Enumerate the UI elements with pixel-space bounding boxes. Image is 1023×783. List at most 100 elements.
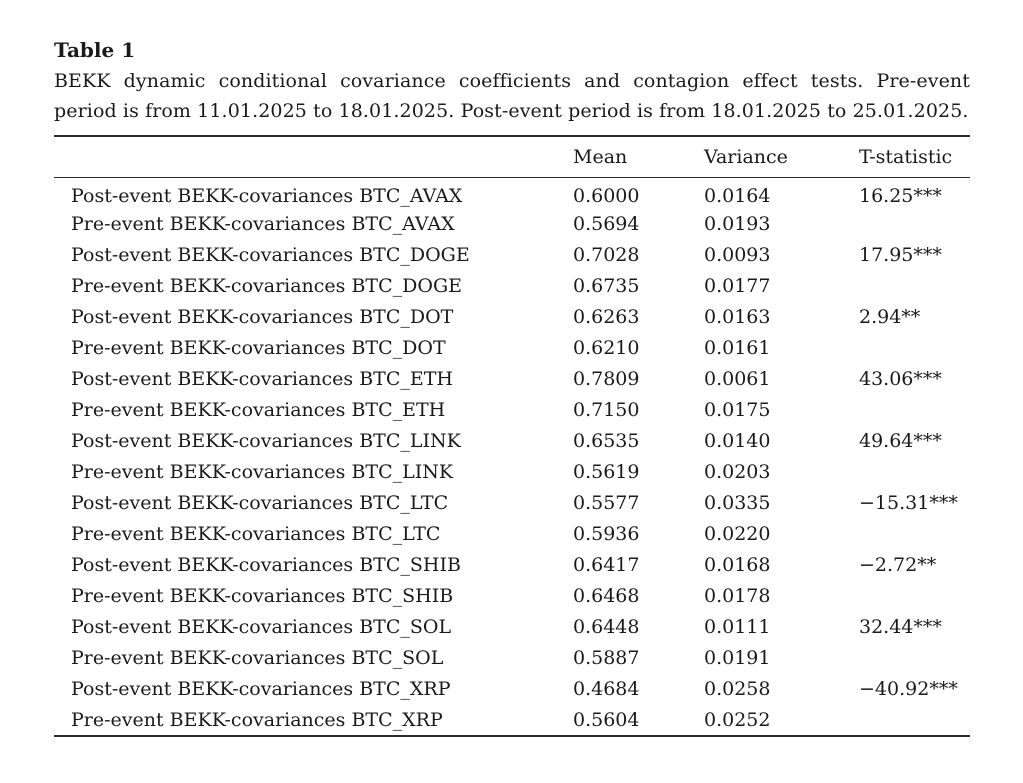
variance-cell: 0.0178 — [704, 585, 771, 607]
row-label-cell: Pre-event BEKK-covariances BTC_ETH — [71, 399, 446, 421]
mean-cell: 0.6263 — [573, 306, 640, 328]
mean-cell: 0.5694 — [573, 213, 640, 235]
row-label-cell: Post-event BEKK-covariances BTC_XRP — [71, 678, 451, 700]
table-row: Post-event BEKK-covariances BTC_XRP 0.468… — [54, 674, 970, 705]
row-label-cell: Pre-event BEKK-covariances BTC_AVAX — [71, 213, 455, 235]
row-label-cell: Pre-event BEKK-covariances BTC_SHIB — [71, 585, 454, 607]
t-statistic-cell — [859, 457, 970, 488]
table-row: Pre-event BEKK-covariances BTC_SHIB 0.646… — [54, 581, 970, 612]
variance-cell: 0.0163 — [704, 306, 771, 328]
mean-cell: 0.6468 — [573, 585, 640, 607]
mean-cell: 0.6735 — [573, 275, 640, 297]
variance-cell: 0.0140 — [704, 430, 771, 452]
t-statistic-cell: 43.06*** — [859, 368, 942, 390]
t-statistic-cell — [859, 581, 970, 612]
mean-cell: 0.4684 — [573, 678, 640, 700]
t-statistic-cell — [859, 395, 970, 426]
table-row: Post-event BEKK-covariances BTC_ETH 0.780… — [54, 364, 970, 395]
header-cell-t-statistic: T-statistic — [859, 146, 953, 168]
t-statistic-cell: −2.72** — [859, 554, 937, 576]
table-caption: BEKK dynamic conditional covariance coef… — [54, 70, 970, 122]
table-row: Pre-event BEKK-covariances BTC_ETH 0.7150… — [54, 395, 970, 426]
table-row: Pre-event BEKK-covariances BTC_SOL 0.5887… — [54, 643, 970, 674]
t-statistic-cell: 2.94** — [859, 306, 921, 328]
mean-cell: 0.5604 — [573, 708, 640, 731]
t-statistic-cell: 17.95*** — [859, 244, 942, 266]
mean-cell: 0.7150 — [573, 399, 640, 421]
t-statistic-cell — [859, 209, 970, 240]
mean-cell: 0.6448 — [573, 616, 640, 638]
header-row: Mean Variance T-statistic — [54, 136, 970, 178]
variance-cell: 0.0177 — [704, 275, 771, 297]
t-statistic-cell — [859, 271, 970, 302]
t-statistic-cell — [859, 333, 970, 364]
mean-cell: 0.5887 — [573, 647, 640, 669]
table-row: Pre-event BEKK-covariances BTC_LINK 0.561… — [54, 457, 970, 488]
variance-cell: 0.0175 — [704, 399, 771, 421]
table-row: Pre-event BEKK-covariances BTC_XRP 0.5604… — [54, 705, 970, 736]
t-statistic-cell — [859, 643, 970, 674]
variance-cell: 0.0335 — [704, 492, 771, 514]
variance-cell: 0.0203 — [704, 461, 771, 483]
row-label-cell: Post-event BEKK-covariances BTC_LTC — [71, 492, 449, 514]
mean-cell: 0.6000 — [573, 185, 640, 208]
variance-cell: 0.0191 — [704, 647, 771, 669]
table-row: Post-event BEKK-covariances BTC_AVAX 0.60… — [54, 178, 970, 209]
table-row: Pre-event BEKK-covariances BTC_LTC 0.5936… — [54, 519, 970, 550]
row-label-cell: Post-event BEKK-covariances BTC_DOGE — [71, 244, 470, 266]
table-body: Post-event BEKK-covariances BTC_AVAX 0.60… — [54, 178, 970, 736]
variance-cell: 0.0111 — [704, 616, 771, 638]
row-label-cell: Pre-event BEKK-covariances BTC_DOGE — [71, 275, 462, 297]
t-statistic-cell: −40.92*** — [859, 678, 958, 700]
row-label-cell: Post-event BEKK-covariances BTC_LINK — [71, 430, 461, 452]
mean-cell: 0.6535 — [573, 430, 640, 452]
variance-cell: 0.0061 — [704, 368, 771, 390]
mean-cell: 0.6210 — [573, 337, 640, 359]
variance-cell: 0.0093 — [704, 244, 771, 266]
table-row: Pre-event BEKK-covariances BTC_DOT 0.6210… — [54, 333, 970, 364]
row-label-cell: Post-event BEKK-covariances BTC_ETH — [71, 368, 453, 390]
t-statistic-cell — [859, 705, 970, 736]
mean-cell: 0.7028 — [573, 244, 640, 266]
header-cell-mean: Mean — [573, 146, 628, 168]
t-statistic-cell — [859, 519, 970, 550]
variance-cell: 0.0258 — [704, 678, 771, 700]
mean-cell: 0.5577 — [573, 492, 640, 514]
variance-cell: 0.0164 — [704, 185, 771, 208]
variance-cell: 0.0220 — [704, 523, 771, 545]
table-header: Mean Variance T-statistic — [54, 136, 970, 178]
header-cell-label — [54, 136, 573, 178]
variance-cell: 0.0161 — [704, 337, 771, 359]
table-row: Post-event BEKK-covariances BTC_SOL 0.644… — [54, 612, 970, 643]
t-statistic-cell: −15.31*** — [859, 492, 958, 514]
header-cell-variance: Variance — [704, 146, 788, 168]
row-label-cell: Pre-event BEKK-covariances BTC_SOL — [71, 647, 444, 669]
row-label-cell: Post-event BEKK-covariances BTC_SOL — [71, 616, 452, 638]
table-title: Table 1 — [54, 38, 136, 62]
table-row: Post-event BEKK-covariances BTC_LINK 0.65… — [54, 426, 970, 457]
table-row: Post-event BEKK-covariances BTC_SHIB 0.64… — [54, 550, 970, 581]
row-label-cell: Pre-event BEKK-covariances BTC_LTC — [71, 523, 441, 545]
paper-page: Table 1 BEKK dynamic conditional covaria… — [54, 38, 970, 737]
mean-cell: 0.6417 — [573, 554, 640, 576]
row-label-cell: Pre-event BEKK-covariances BTC_XRP — [71, 708, 443, 731]
table-row: Pre-event BEKK-covariances BTC_AVAX 0.569… — [54, 209, 970, 240]
t-statistic-cell: 16.25*** — [859, 185, 942, 208]
mean-cell: 0.5936 — [573, 523, 640, 545]
results-table: Mean Variance T-statistic Post-event BEK… — [54, 135, 970, 737]
mean-cell: 0.7809 — [573, 368, 640, 390]
table-row: Post-event BEKK-covariances BTC_DOGE 0.70… — [54, 240, 970, 271]
variance-cell: 0.0193 — [704, 213, 771, 235]
table-row: Pre-event BEKK-covariances BTC_DOGE 0.673… — [54, 271, 970, 302]
variance-cell: 0.0168 — [704, 554, 771, 576]
t-statistic-cell: 49.64*** — [859, 430, 942, 452]
table-row: Post-event BEKK-covariances BTC_LTC 0.557… — [54, 488, 970, 519]
row-label-cell: Post-event BEKK-covariances BTC_DOT — [71, 306, 454, 328]
table-row: Post-event BEKK-covariances BTC_DOT 0.626… — [54, 302, 970, 333]
row-label-cell: Pre-event BEKK-covariances BTC_DOT — [71, 337, 446, 359]
row-label-cell: Post-event BEKK-covariances BTC_SHIB — [71, 554, 461, 576]
variance-cell: 0.0252 — [704, 708, 771, 731]
mean-cell: 0.5619 — [573, 461, 640, 483]
row-label-cell: Post-event BEKK-covariances BTC_AVAX — [71, 185, 463, 208]
row-label-cell: Pre-event BEKK-covariances BTC_LINK — [71, 461, 454, 483]
